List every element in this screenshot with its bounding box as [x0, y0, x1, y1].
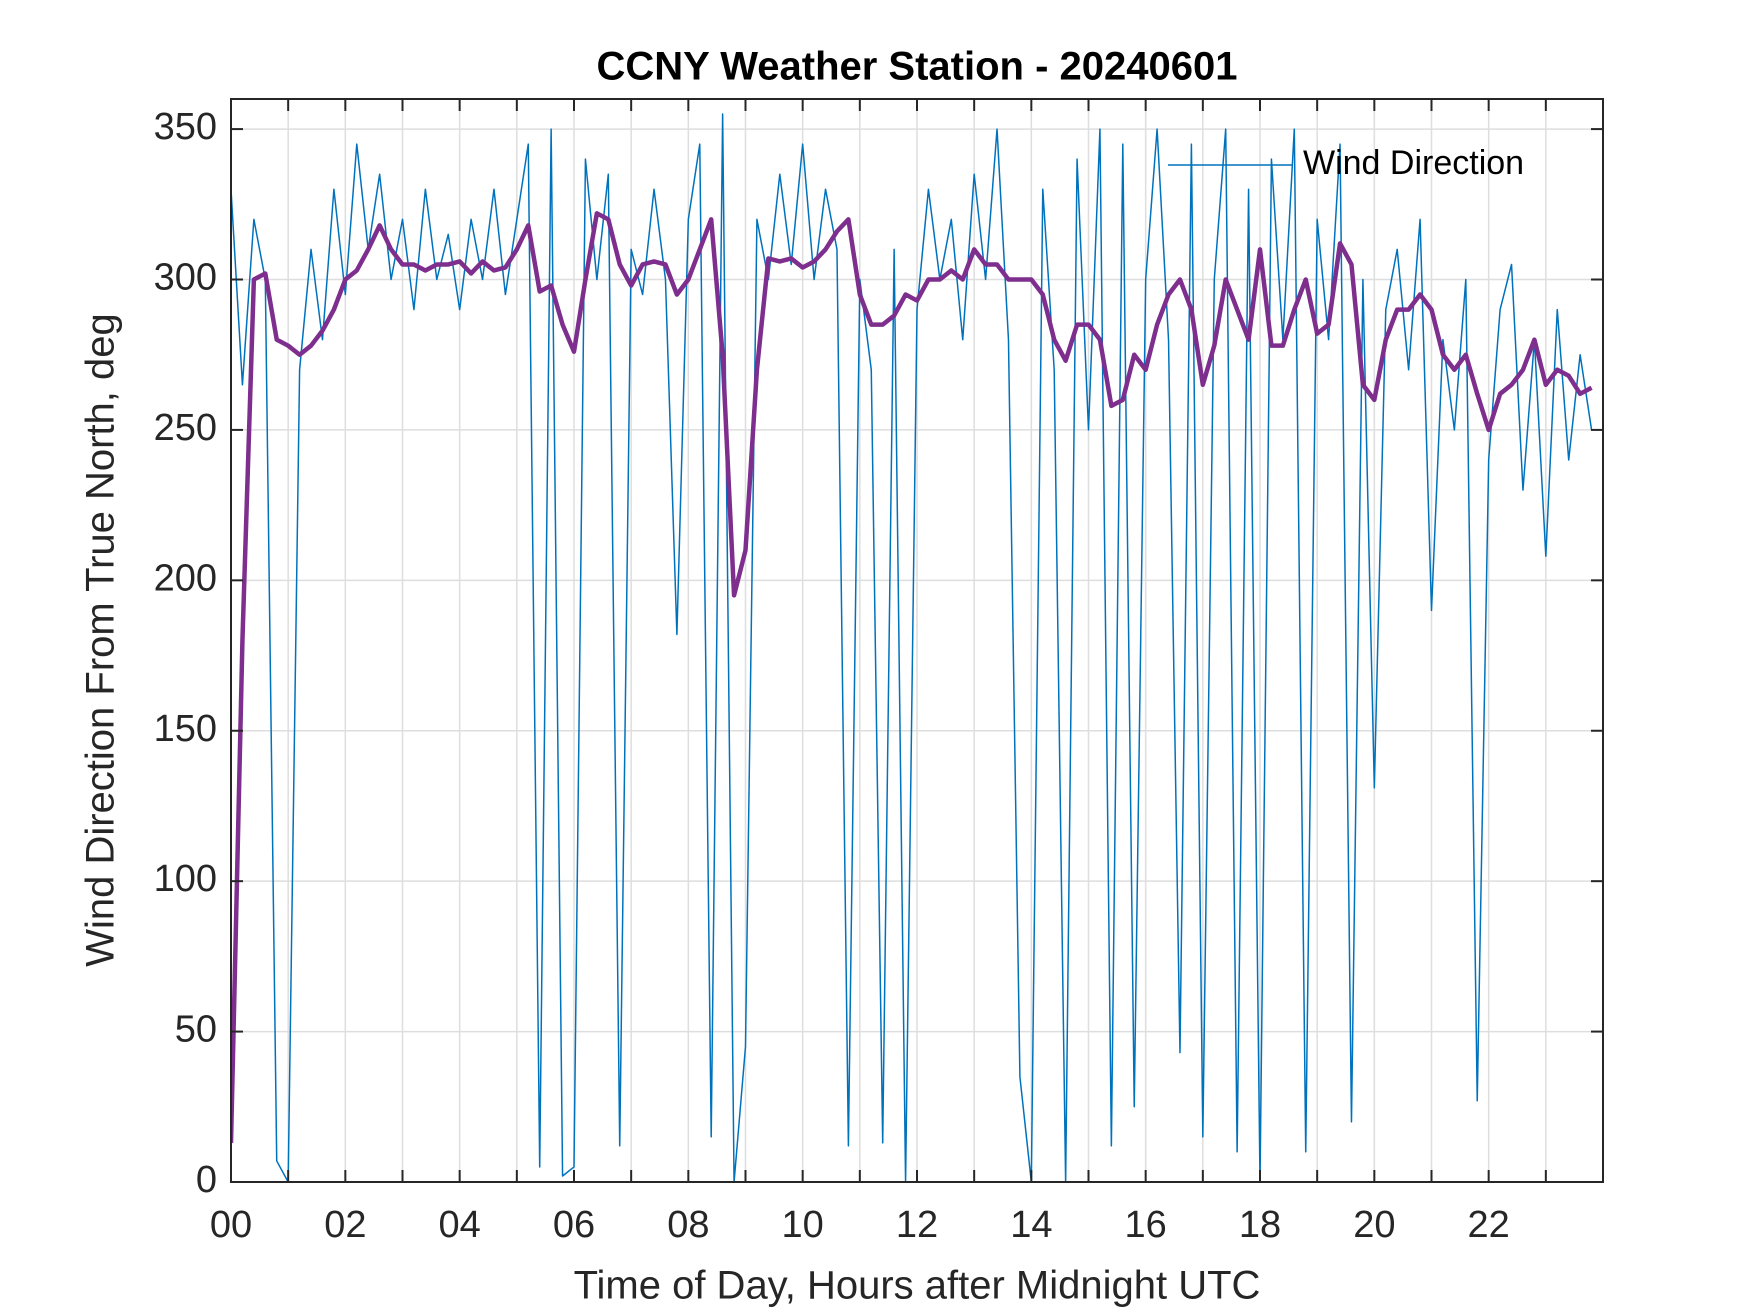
x-tick-label: 22 [1468, 1204, 1510, 1246]
data-line [231, 113, 1593, 1182]
x-tick-label: 16 [1125, 1204, 1167, 1246]
y-tick-label: 200 [154, 557, 217, 599]
y-tick-label: 100 [154, 858, 217, 900]
y-tick-label: 250 [154, 407, 217, 449]
chart-title: CCNY Weather Station - 20240601 [597, 45, 1238, 89]
legend-label: Wind Direction [1303, 144, 1524, 182]
x-tick-label: 08 [667, 1204, 709, 1246]
data-line [231, 211, 1593, 1143]
y-tick-label: 0 [196, 1159, 217, 1201]
x-tick-label: 20 [1353, 1204, 1395, 1246]
y-axis-label: Wind Direction From True North, deg [79, 313, 123, 967]
x-tick-label: 12 [896, 1204, 938, 1246]
x-tick-label: 18 [1239, 1204, 1281, 1246]
x-tick-label: 02 [324, 1204, 366, 1246]
y-tick-label: 50 [175, 1009, 217, 1051]
x-tick-label: 14 [1010, 1204, 1052, 1246]
legend: Wind Direction [1168, 144, 1524, 182]
x-tick-label: 10 [782, 1204, 824, 1246]
y-tick-label: 300 [154, 257, 217, 299]
x-tick-label: 00 [210, 1204, 252, 1246]
y-tick-label: 150 [154, 708, 217, 750]
x-tick-label: 04 [439, 1204, 481, 1246]
x-axis-label: Time of Day, Hours after Midnight UTC [574, 1264, 1261, 1308]
x-tick-label: 06 [553, 1204, 595, 1246]
y-tick-label: 350 [154, 106, 217, 148]
